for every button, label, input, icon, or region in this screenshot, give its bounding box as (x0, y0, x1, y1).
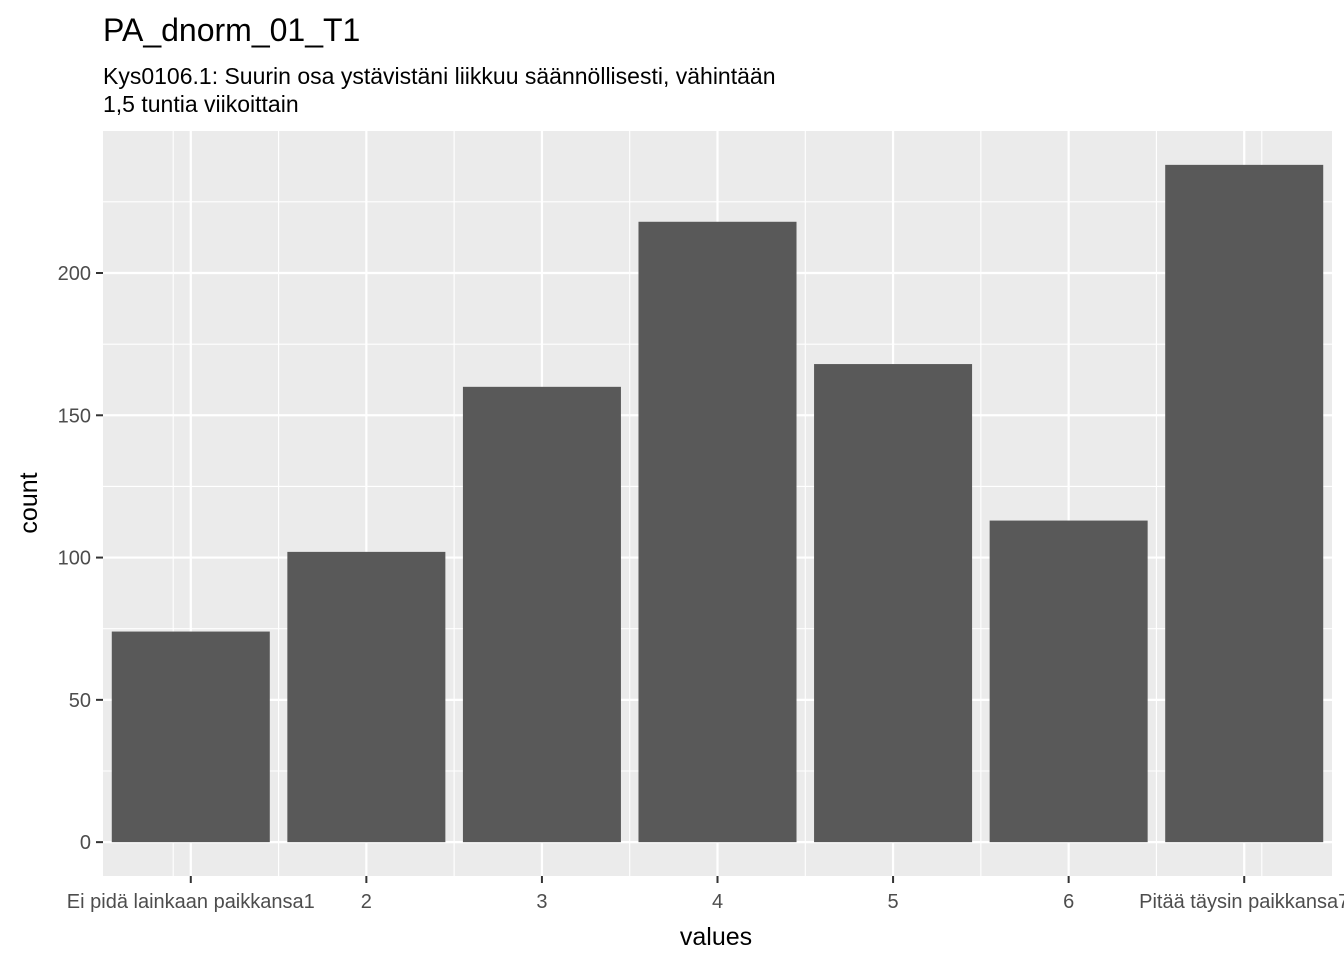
bar (111, 631, 270, 843)
bar (638, 221, 797, 843)
y-tick-label: 200 (58, 263, 91, 285)
x-tick-label: Ei pidä lainkaan paikkansa1 (67, 891, 315, 913)
x-tick-label: Pitää täysin paikkansa7 (1139, 891, 1344, 913)
x-axis-title: values (680, 923, 752, 951)
y-axis-title: count (15, 472, 43, 533)
x-tick-label: 2 (361, 891, 372, 913)
x-axis: Ei pidä lainkaan paikkansa1 2 3 4 5 6 Pitää tä… (67, 876, 1344, 913)
x-tick-label: 3 (536, 891, 547, 913)
y-tick-label: 0 (80, 832, 91, 854)
bar (989, 520, 1148, 843)
bars (111, 164, 1324, 843)
y-tick-label: 50 (69, 690, 91, 712)
x-tick-label: 4 (712, 891, 723, 913)
bar (462, 386, 621, 843)
y-tick-label: 150 (58, 405, 91, 427)
y-axis: 0 50 100 150 200 (58, 263, 103, 854)
chart-title: PA_dnorm_01_T1 (103, 12, 360, 48)
x-tick-label: 6 (1063, 891, 1074, 913)
bar (814, 364, 973, 843)
chart-subtitle-line-1: Kys0106.1: Suurin osa ystävistäni liikku… (103, 63, 776, 89)
bar (287, 551, 446, 843)
chart-subtitle-line-2: 1,5 tuntia viikoittain (103, 91, 299, 117)
bar (1165, 164, 1324, 843)
y-tick-label: 100 (58, 548, 91, 570)
x-tick-label: 5 (888, 891, 899, 913)
